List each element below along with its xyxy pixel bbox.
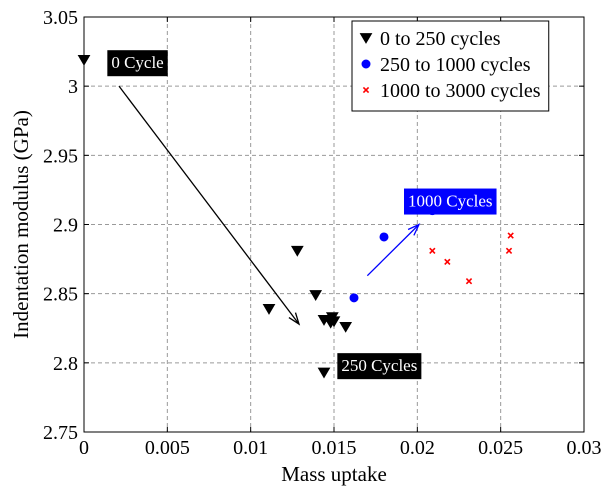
data-point [339,321,353,333]
legend-label: 0 to 250 cycles [380,28,501,50]
legend: 0 to 250 cycles 250 to 1000 cycles 1000 to… [351,20,550,112]
x-tick-label: 0.005 [145,437,190,459]
x-tick-label: 0.025 [478,437,523,459]
annotation-text: 1000 Cycles [408,192,493,211]
legend-box [351,20,550,112]
x-tick-label: 0.03 [567,437,602,459]
data-point [507,232,514,239]
annotation-text: 0 Cycle [111,53,163,72]
data-point [327,316,341,328]
legend-marker [359,33,373,44]
annotation-background [404,188,497,215]
y-tick-label: 2.8 [53,353,78,375]
annotation-arrow [118,85,301,326]
x-axis-label: Mass uptake [281,462,387,486]
y-tick-label: 3 [68,76,78,98]
x-tick-label: 0.01 [233,437,268,459]
y-tick-label: 2.85 [43,284,78,306]
annotation-label: 0 Cycle [107,50,168,77]
data-point [262,303,276,315]
legend-marker [361,59,371,69]
annotation-label: 1000 Cycles [404,188,497,215]
annotation-labels: 0 Cycle 1000 Cycles 250 Cycles [107,50,497,380]
data-point [465,278,473,285]
data-point [444,258,451,266]
x-tick-label: 0.02 [400,437,435,459]
data-point [379,232,389,242]
data-point [309,290,323,301]
y-axis-label: Indentation modulus (GPa) [9,110,33,339]
data-points [77,54,514,379]
annotation-label: 250 Cycles [337,353,422,380]
data-point [349,293,359,303]
data-point [505,247,513,254]
annotation-arrows [118,85,421,326]
y-tick-label: 2.9 [53,215,78,237]
x-tick-label: 0.015 [312,437,357,459]
data-point [429,247,436,254]
annotation-arrow [366,223,421,277]
series-2 [349,206,437,303]
y-tick-label: 2.75 [43,422,78,444]
annotation-background [107,50,168,77]
axis-ticks: 0 0.005 0.01 0.015 0.02 0.025 0.03 2.75 2.8 2.85 2… [43,7,602,459]
series-3 [429,232,514,285]
legend-label: 1000 to 3000 cycles [380,80,541,102]
x-tick-label: 0 [79,437,89,459]
legend-label: 250 to 1000 cycles [380,54,531,76]
series-1 [77,54,353,379]
data-point [317,367,331,379]
legend-items: 0 to 250 cycles 250 to 1000 cycles 1000 to… [359,28,541,102]
data-point [290,245,304,257]
y-tick-label: 2.95 [43,145,78,167]
annotation-text: 250 Cycles [341,356,417,375]
legend-marker [362,86,370,94]
y-tick-label: 3.05 [43,7,78,29]
annotation-background [337,353,422,380]
